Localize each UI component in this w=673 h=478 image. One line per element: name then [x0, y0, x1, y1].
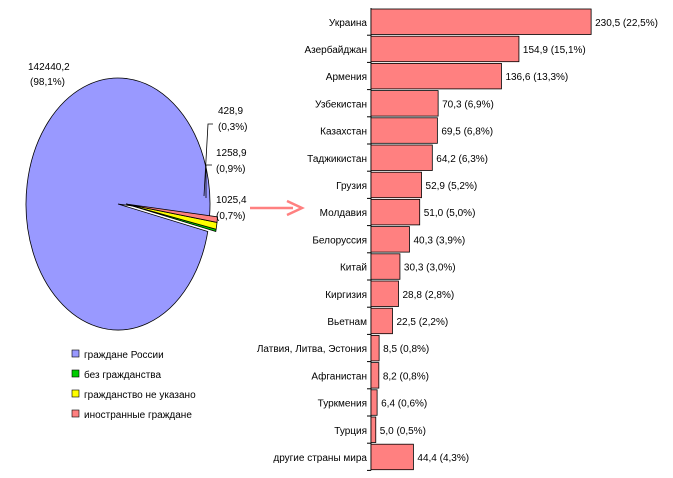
bar-data-label: 22,5 (2,2%) — [396, 317, 448, 328]
bar-category-label: Армения — [326, 72, 367, 83]
bar-category-label: другие страны мира — [273, 453, 367, 464]
bar-data-label: 6,4 (0,6%) — [381, 399, 427, 410]
legend-label: иностранные граждане — [84, 410, 192, 421]
pie-label-russian-pct: (98,1%) — [30, 77, 65, 88]
bar — [370, 144, 433, 171]
bar — [370, 389, 378, 416]
bar-data-label: 30,3 (3,0%) — [404, 263, 456, 274]
bar — [370, 171, 422, 199]
bar-category-label: Белоруссия — [312, 235, 367, 246]
legend-swatch — [71, 369, 80, 378]
pie-label-stateless-pct: (0,3%) — [218, 122, 247, 133]
pie-label-russian-value: 142440,2 — [28, 62, 70, 73]
bar-category-label: Казахстан — [320, 127, 367, 138]
bar-category-label: Латвия, Литва, Эстония — [257, 344, 367, 355]
pie-label-stateless-value: 428,9 — [218, 106, 243, 117]
pie-legend: граждане России без гражданства гражданств… — [71, 349, 196, 421]
bar-data-label: 28,8 (2,8%) — [403, 290, 455, 301]
bar — [370, 8, 592, 35]
bar-category-label: Турция — [334, 426, 367, 437]
pie-labels: 142440,2 (98,1%) 428,9 (0,3%) 1258,9 (0,9%) 10… — [28, 62, 247, 222]
bar — [370, 416, 377, 443]
bar-data-label: 136,6 (13,3%) — [505, 72, 568, 83]
bar-chart: Украина 230,5 (22,5%) Азербайджан 154,9 (15… — [257, 8, 658, 471]
bar — [370, 362, 380, 389]
pie-slice-foreign-citizens — [125, 203, 218, 223]
bar-category-label: Вьетнам — [327, 317, 367, 328]
pie-label-unspecified-value: 1258,9 — [216, 148, 247, 159]
arrow-head — [286, 199, 305, 217]
bar — [370, 334, 380, 362]
bar-data-label: 8,2 (0,8%) — [383, 371, 429, 382]
bar — [370, 63, 502, 90]
bar-category-label: Таджикистан — [307, 154, 367, 165]
legend-swatch — [71, 409, 80, 418]
bar-category-label: Узбекистан — [315, 98, 367, 110]
pie-label-foreign-value: 1025,4 — [216, 195, 247, 206]
bar — [370, 280, 399, 307]
legend-label: без гражданства — [84, 369, 161, 381]
bar-data-label: 52,9 (5,2%) — [426, 181, 478, 192]
bar-category-label: Молдавия — [320, 208, 367, 219]
bar — [370, 35, 520, 63]
bar-data-label: 230,5 (22,5%) — [595, 18, 658, 29]
pie-label-unspecified-pct: (0,9%) — [216, 164, 245, 175]
bar — [370, 443, 414, 471]
bar — [370, 117, 438, 144]
bar-data-label: 154,9 (15,1%) — [523, 45, 586, 56]
bar-category-label: Туркмения — [318, 399, 367, 410]
bar — [370, 198, 421, 226]
bar-category-label: Китай — [340, 263, 367, 274]
bar-category-label: Грузия — [336, 181, 367, 192]
bar — [370, 226, 410, 253]
bar-data-label: 70,3 (6,9%) — [442, 99, 494, 110]
leader-line-stateless — [203, 123, 213, 197]
leader-line-unspecified — [205, 164, 212, 198]
bar-data-label: 51,0 (5,0%) — [424, 208, 476, 219]
legend-swatch — [71, 349, 80, 358]
bar — [370, 90, 439, 117]
bar-data-label: 44,4 (4,3%) — [417, 453, 469, 464]
bar — [370, 307, 393, 335]
pie-chart — [25, 77, 218, 331]
bar-category-label: Азербайджан — [304, 44, 367, 56]
bar-data-label: 40,3 (3,9%) — [413, 235, 465, 246]
bar-data-label: 8,5 (0,8%) — [383, 344, 429, 355]
bar-category-label: Киргизия — [325, 290, 367, 301]
pie-label-foreign-pct: (0,7%) — [216, 211, 245, 222]
bar-data-label: 69,5 (6,8%) — [441, 127, 493, 138]
legend-swatch — [71, 389, 80, 398]
legend-label: граждане России — [84, 350, 164, 361]
bar-data-label: 64,2 (6,3%) — [436, 154, 488, 165]
bar — [370, 253, 401, 280]
bar-data-label: 5,0 (0,5%) — [380, 426, 426, 437]
connector-arrow — [250, 199, 305, 217]
legend-label: гражданство не указано — [84, 390, 196, 401]
bar-category-label: Украина — [329, 18, 368, 29]
pie-slice-russian-citizens — [25, 77, 211, 331]
bar-category-label: Афганистан — [311, 370, 367, 382]
